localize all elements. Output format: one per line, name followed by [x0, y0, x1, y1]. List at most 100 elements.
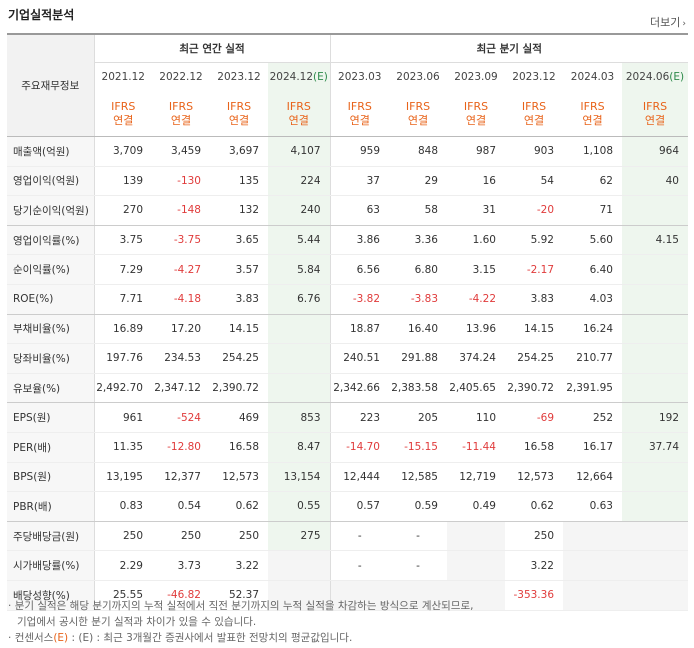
table-cell: 4,107: [268, 136, 330, 167]
table-cell: 3.73: [152, 550, 210, 581]
table-cell: 254.25: [505, 343, 563, 374]
table-cell: [268, 314, 330, 345]
table-cell: [622, 195, 688, 226]
table-cell: 2,347.12: [152, 373, 210, 404]
table-cell: -3.83: [389, 284, 447, 315]
table-cell: 224: [268, 166, 330, 197]
annual-group-header: 최근 연간 실적: [179, 43, 245, 55]
table-cell: 16.40: [389, 314, 447, 345]
table-cell: 16.89: [94, 314, 152, 345]
table-cell: 2,390.72: [505, 373, 563, 404]
table-cell: 37: [329, 166, 389, 197]
table-cell: -353.36: [505, 580, 563, 611]
table-cell: 135: [210, 166, 268, 197]
table-cell: 254.25: [210, 343, 268, 374]
table-cell: -4.22: [447, 284, 505, 315]
table-row: 배당성향(%) 25.55 -46.82 52.37 -353.36: [7, 580, 688, 611]
period-header: 2024.06(E): [622, 62, 688, 91]
table-cell: 197.76: [94, 343, 152, 374]
table-cell: -3.82: [329, 284, 389, 315]
table-cell: 374.24: [447, 343, 505, 374]
table-cell: 3.86: [329, 225, 389, 256]
table-cell: -69: [505, 402, 563, 433]
table-cell: 959: [329, 136, 389, 167]
table-cell: 13,154: [268, 462, 330, 493]
table-cell: 13.96: [447, 314, 505, 345]
period-header: 2023.12: [210, 62, 268, 91]
table-cell: 291.88: [389, 343, 447, 374]
table-row: 순이익률(%) 7.29 -4.27 3.57 5.84 6.56 6.80 3.15 -2.1…: [7, 254, 688, 285]
table-cell: 14.15: [210, 314, 268, 345]
table-cell: 1.60: [447, 225, 505, 256]
table-cell: 110: [447, 402, 505, 433]
table-cell: 11.35: [94, 432, 152, 463]
table-cell: 12,664: [563, 462, 622, 493]
table-cell: 31: [447, 195, 505, 226]
table-cell: 12,377: [152, 462, 210, 493]
table-row: 부채비율(%) 16.89 17.20 14.15 18.87 16.40 13.96 14.…: [7, 314, 688, 345]
table-cell: 6.40: [563, 254, 622, 285]
row-label: 부채비율(%): [7, 314, 95, 345]
table-cell: 3.57: [210, 254, 268, 285]
table-row: 매출액(억원) 3,709 3,459 3,697 4,107 959 848 987 903 1…: [7, 136, 688, 167]
table-cell: 0.63: [563, 491, 622, 522]
table-cell: [622, 550, 688, 581]
table-cell: 37.74: [622, 432, 688, 463]
table-cell: -15.15: [389, 432, 447, 463]
table-cell: -12.80: [152, 432, 210, 463]
table-cell: 0.55: [268, 491, 330, 522]
ifrs-label: IFRS 연결: [268, 91, 330, 137]
table-cell: 25.55: [94, 580, 152, 611]
table-cell: 0.83: [94, 491, 152, 522]
table-cell: [622, 284, 688, 315]
table-cell: 3.36: [389, 225, 447, 256]
table-cell: [268, 580, 330, 611]
table-cell: 3,709: [94, 136, 152, 167]
footnote-1: · 분기 실적은 해당 분기까지의 누적 실적에서 직전 분기까지의 누적 실적…: [8, 600, 474, 612]
table-cell: 12,719: [447, 462, 505, 493]
table-cell: 3.22: [505, 550, 563, 581]
table-cell: 0.49: [447, 491, 505, 522]
period-header: 2021.12: [94, 62, 152, 91]
table-row: 주당배당금(원) 250 250 250 275- -250: [7, 521, 688, 552]
row-label: EPS(원): [7, 402, 95, 433]
period-header: 2024.03: [563, 62, 622, 91]
table-cell: [563, 580, 622, 611]
table-cell: 16: [447, 166, 505, 197]
table-row: ROE(%) 7.71 -4.18 3.83 6.76 -3.82 -3.83 -4.22 3.…: [7, 284, 688, 315]
table-cell: -: [329, 550, 389, 581]
ifrs-label: IFRS 연결: [563, 91, 622, 137]
period-header: 2023.09: [447, 62, 505, 91]
table-cell: [563, 521, 622, 552]
table-cell: 18.87: [329, 314, 389, 345]
table-cell: 16.58: [505, 432, 563, 463]
table-cell: 16.58: [210, 432, 268, 463]
table-cell: [329, 580, 389, 611]
table-cell: 40: [622, 166, 688, 197]
table-cell: 250: [152, 521, 210, 552]
table-cell: [622, 462, 688, 493]
table-cell: 987: [447, 136, 505, 167]
table-cell: 58: [389, 195, 447, 226]
table-cell: -: [329, 521, 389, 552]
table-cell: 12,585: [389, 462, 447, 493]
period-header: 2023.03: [329, 62, 389, 91]
ifrs-label: IFRS 연결: [389, 91, 447, 137]
table-cell: 0.54: [152, 491, 210, 522]
table-cell: 848: [389, 136, 447, 167]
more-link[interactable]: 더보기 ›: [650, 14, 686, 30]
table-cell: 270: [94, 195, 152, 226]
ifrs-label: IFRS 연결: [505, 91, 563, 137]
table-cell: 853: [268, 402, 330, 433]
table-row: 당좌비율(%) 197.76 234.53 254.25 240.51 291.88 374…: [7, 343, 688, 374]
ifrs-label: IFRS 연결: [152, 91, 210, 137]
table-cell: 3.83: [505, 284, 563, 315]
table-cell: [268, 373, 330, 404]
table-cell: -: [389, 550, 447, 581]
table-cell: 3.75: [94, 225, 152, 256]
ifrs-label: IFRS 연결: [622, 91, 688, 137]
table-cell: 1,108: [563, 136, 622, 167]
table-cell: 250: [210, 521, 268, 552]
table-cell: [563, 550, 622, 581]
table-cell: 2,390.72: [210, 373, 268, 404]
